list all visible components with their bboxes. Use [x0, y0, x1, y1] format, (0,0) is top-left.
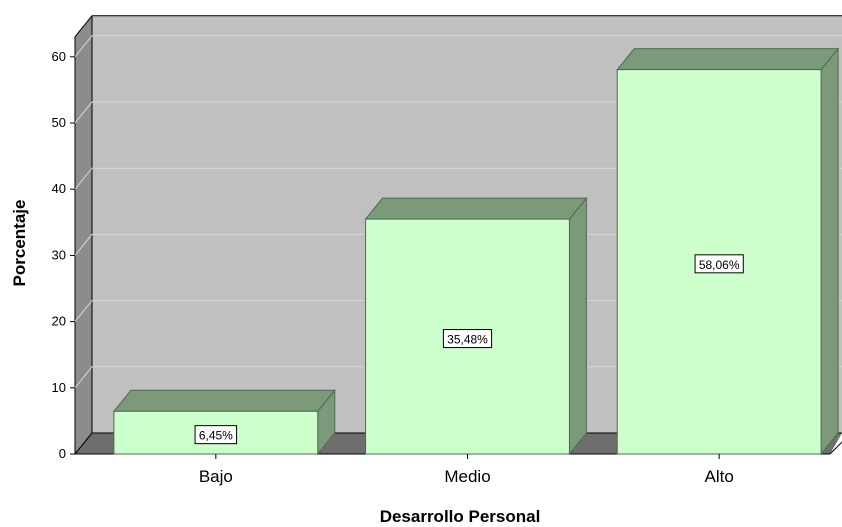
- data-label-box: [694, 254, 744, 274]
- x-tick-label: Alto: [705, 467, 734, 486]
- data-label: 35,48%: [442, 329, 493, 349]
- plot-left-wall: [75, 15, 92, 455]
- y-axis-title: Porcentaje: [10, 200, 29, 287]
- data-label-text: 6,45%: [199, 429, 233, 443]
- y-tick-label: 10: [52, 380, 66, 395]
- bar-side-face: [568, 196, 587, 456]
- data-label-text: 58,06%: [699, 258, 740, 272]
- gridlines: [74, 35, 842, 389]
- data-label: 6,45%: [194, 425, 238, 445]
- data-label-box: [442, 329, 493, 349]
- floor-right-edge: [829, 441, 842, 455]
- bar-side-face: [820, 47, 839, 456]
- data-label: 58,06%: [694, 254, 744, 274]
- floor-left-edge: [74, 432, 93, 455]
- bar: 58,06%: [616, 47, 840, 456]
- gridline: [74, 35, 842, 58]
- gridline: [74, 300, 842, 322]
- gridline: [74, 233, 842, 256]
- x-axis-ticks: Bajo Medio Alto: [199, 454, 734, 486]
- y-tick-label: 20: [52, 314, 66, 329]
- bar-top-face: [364, 197, 588, 220]
- bars: 6,45% 35,48% 58,06%: [112, 47, 840, 456]
- y-tick-label: 0: [59, 446, 66, 461]
- bar: 6,45%: [112, 388, 336, 456]
- gridline: [74, 101, 842, 124]
- x-tick-label: Bajo: [199, 467, 233, 486]
- x-tick-label: Medio: [444, 467, 490, 486]
- gridline: [74, 366, 842, 389]
- bar-top-face: [112, 389, 336, 412]
- gridline: [74, 167, 842, 190]
- bar-top-face: [616, 48, 840, 71]
- bar: 35,48%: [364, 196, 588, 456]
- y-tick-label: 40: [52, 181, 66, 196]
- y-tick-label: 60: [52, 49, 66, 64]
- y-tick-label: 30: [52, 247, 66, 262]
- y-tick-label: 50: [52, 115, 66, 130]
- x-axis-title: Desarrollo Personal: [380, 507, 541, 526]
- data-label-box: [194, 425, 238, 445]
- plot-outline: [74, 15, 842, 454]
- data-label-text: 35,48%: [447, 333, 488, 347]
- y-axis-ticks: 0 10 20 30 40 50 60: [52, 49, 75, 461]
